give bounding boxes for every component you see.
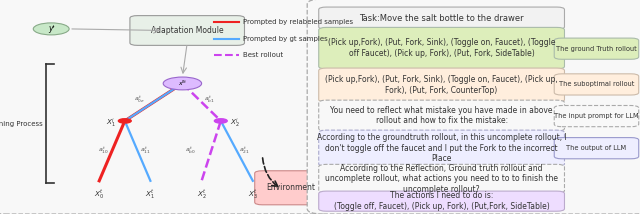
FancyBboxPatch shape <box>319 100 564 131</box>
Text: According to the Reflection, Ground truth rollout and
uncomplete rollout, what a: According to the Reflection, Ground trut… <box>325 164 558 194</box>
Text: $X^i_2$: $X^i_2$ <box>230 117 240 130</box>
FancyBboxPatch shape <box>319 7 564 29</box>
FancyBboxPatch shape <box>0 0 338 214</box>
Text: $a^t_{21}$: $a^t_{21}$ <box>239 146 250 156</box>
Text: The output of LLM: The output of LLM <box>566 145 627 151</box>
FancyBboxPatch shape <box>554 106 639 127</box>
Text: $X^i_1$: $X^i_1$ <box>106 117 116 130</box>
Circle shape <box>118 119 131 123</box>
FancyBboxPatch shape <box>554 138 639 159</box>
Text: $a^t_{b1}$: $a^t_{b1}$ <box>204 94 216 105</box>
Text: The suboptimal rollout: The suboptimal rollout <box>559 81 634 88</box>
Circle shape <box>214 119 227 123</box>
Text: $X^t_2$: $X^t_2$ <box>196 187 207 200</box>
Text: x⁰ᵗ: x⁰ᵗ <box>179 81 186 86</box>
FancyBboxPatch shape <box>307 0 640 214</box>
Circle shape <box>163 77 202 90</box>
Text: The actions I need to do is:
(Toggle off, Faucet), (Pick up, Fork), (Put,Fork, S: The actions I need to do is: (Toggle off… <box>333 192 550 211</box>
Text: $a^t_{b0}$: $a^t_{b0}$ <box>185 146 196 156</box>
FancyBboxPatch shape <box>130 16 244 45</box>
Text: You need to reflect what mistake you have made in above
rollout and how to fix t: You need to reflect what mistake you hav… <box>330 106 553 125</box>
FancyBboxPatch shape <box>255 171 328 205</box>
Text: $X^t_3$: $X^t_3$ <box>248 187 258 200</box>
Text: According to the groundtruth rollout, in this uncomplete rollout, I
don't toggle: According to the groundtruth rollout, in… <box>317 133 566 163</box>
FancyBboxPatch shape <box>319 27 564 69</box>
FancyBboxPatch shape <box>554 74 639 95</box>
Text: (Pick up,Fork), (Put, Fork, Sink), (Toggle on, Faucet), (Pick up,
Fork), (Put, F: (Pick up,Fork), (Put, Fork, Sink), (Togg… <box>325 75 558 95</box>
Text: Task:Move the salt bottle to the drawer: Task:Move the salt bottle to the drawer <box>359 14 524 23</box>
Text: The input prompt for LLM: The input prompt for LLM <box>554 113 639 119</box>
Circle shape <box>33 23 69 35</box>
FancyBboxPatch shape <box>319 191 564 211</box>
Text: $a^t_{10}$: $a^t_{10}$ <box>98 146 109 156</box>
Text: $X^t_1$: $X^t_1$ <box>145 187 156 200</box>
Text: Best rollout: Best rollout <box>243 52 283 58</box>
Text: yᵗ: yᵗ <box>48 24 54 33</box>
Text: Environment: Environment <box>267 183 316 192</box>
FancyBboxPatch shape <box>319 68 564 102</box>
Text: Prompted by gt samples: Prompted by gt samples <box>243 36 327 42</box>
Text: $X^t_0$: $X^t_0$ <box>94 187 104 200</box>
Text: Reasoning Process: Reasoning Process <box>0 120 43 127</box>
FancyBboxPatch shape <box>319 164 564 193</box>
Text: (Pick up,Fork), (Put, Fork, Sink), (Toggle on, Faucet), (Toggle
off Faucet), (Pi: (Pick up,Fork), (Put, Fork, Sink), (Togg… <box>328 39 556 58</box>
Text: The ground Truth rollout: The ground Truth rollout <box>556 46 637 52</box>
FancyBboxPatch shape <box>319 130 564 166</box>
Text: $a^t_{0e}$: $a^t_{0e}$ <box>134 94 145 105</box>
FancyBboxPatch shape <box>554 38 639 59</box>
Text: $a^t_{11}$: $a^t_{11}$ <box>140 146 152 156</box>
Text: Adaptation Module: Adaptation Module <box>151 26 223 35</box>
Text: Prompted by relabeled samples: Prompted by relabeled samples <box>243 19 353 25</box>
